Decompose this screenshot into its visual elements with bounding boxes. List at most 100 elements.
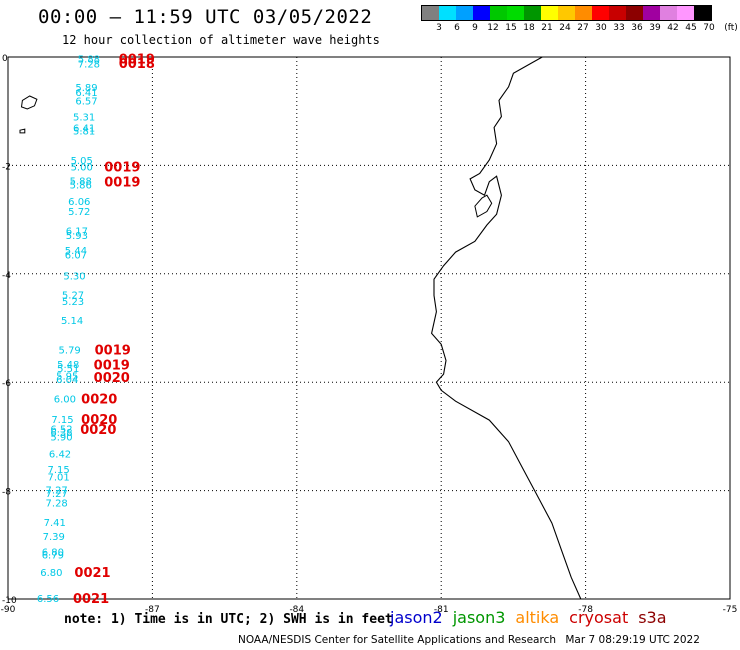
legend-swatch	[541, 6, 558, 20]
wave-height-label: 5.89	[75, 83, 97, 94]
legend-swatch	[456, 6, 473, 20]
pass-time-label: 0019	[104, 160, 140, 175]
longitude-label: -75	[723, 605, 738, 615]
legend-swatch	[592, 6, 609, 20]
wave-height-label: 6.07	[65, 250, 87, 261]
pass-time-label: 0020	[94, 371, 130, 386]
legend-swatch	[524, 6, 541, 20]
legend-tick-label: 18	[523, 23, 535, 33]
legend-tick-label: 15	[505, 23, 517, 33]
legend-swatch	[490, 6, 507, 20]
pass-time-label: 0020	[81, 413, 117, 428]
pass-time-label: 0020	[81, 392, 117, 407]
generated-timestamp: Mar 7 08:29:19 UTC 2022	[565, 634, 700, 646]
credit-text: NOAA/NESDIS Center for Satellite Applica…	[238, 634, 556, 646]
color-scale-legend: 3 6 9 12 15 18 21 24 27 30 33 36 39 42 45 70 (ft)	[421, 5, 738, 35]
wave-height-label: 5.95	[56, 372, 78, 383]
wave-height-label: 5.90	[50, 432, 72, 443]
wave-height-label: 5.88	[78, 55, 100, 66]
wave-height-label: 7.28	[46, 499, 68, 510]
legend-tick-label: 39	[649, 23, 661, 33]
wave-height-label: 6.06	[68, 197, 90, 208]
wave-height-label: 5.27	[62, 290, 84, 301]
legend-swatch	[558, 6, 575, 20]
satellite-name: altika	[515, 608, 560, 627]
wave-height-label: 6.41	[73, 123, 95, 134]
legend-swatch	[575, 6, 592, 20]
wave-height-label: 7.41	[44, 518, 66, 529]
wave-height-label: 5.48	[57, 360, 79, 371]
wave-height-label: 7.27	[46, 486, 68, 497]
legend-tick-label: 45	[685, 23, 697, 33]
longitude-label: -81	[434, 605, 449, 615]
wave-height-label: 6.00	[54, 394, 76, 405]
footer: NOAA/NESDIS Center for Satellite Applica…	[238, 634, 706, 646]
pass-time-label: 0021	[74, 566, 110, 581]
pass-time-labels: 0019001800190019001900190020002000200020…	[73, 53, 155, 607]
latitude-label: -10	[2, 596, 17, 606]
pass-time-label: 0019	[119, 53, 155, 68]
legend-swatch	[643, 6, 660, 20]
legend-swatch	[422, 6, 439, 20]
legend-tick-label: 36	[631, 23, 643, 33]
legend-tick-label: 9	[472, 23, 478, 33]
legend-color-boxes	[421, 5, 712, 21]
wave-height-label: 5.23	[62, 297, 84, 308]
wave-height-label: 5.81	[73, 127, 95, 138]
pass-time-label: 0019	[94, 358, 130, 373]
wave-height-label: 5.93	[66, 231, 88, 242]
latitude-label: -6	[2, 379, 11, 389]
lat-lon-grid	[7, 56, 731, 600]
legend-tick-label: 33	[613, 23, 625, 33]
wave-height-label: 6.04	[56, 375, 78, 386]
wave-height-label: 6.57	[75, 96, 97, 107]
wave-height-label: 5.05	[71, 156, 93, 167]
legend-tick-label: 6	[454, 23, 460, 33]
wave-height-label: 7.39	[43, 532, 65, 543]
wave-height-label: 5.44	[65, 246, 87, 257]
puna-island	[474, 194, 493, 218]
wave-height-label: 6.17	[66, 226, 88, 237]
wave-height-label: 7.15	[51, 415, 73, 426]
wave-height-label: 6.42	[49, 450, 71, 461]
legend-tick-label: 24	[559, 23, 571, 33]
legend-tick-label: 27	[577, 23, 589, 33]
wave-height-label: 5.30	[63, 271, 85, 282]
pass-time-label: 0020	[80, 423, 116, 438]
coastline	[19, 56, 582, 600]
wave-height-label: 5.51	[57, 364, 79, 375]
wave-height-label: 5.88	[70, 177, 92, 188]
legend-swatch	[439, 6, 456, 20]
pass-time-label: 0019	[104, 176, 140, 191]
satellite-name: cryosat	[569, 608, 629, 627]
legend-swatch	[473, 6, 490, 20]
satellite-name: jason3	[452, 608, 506, 627]
wave-height-label: 5.79	[59, 346, 81, 357]
latitude-labels: 0 -2 -4 -6 -8 -10	[2, 54, 17, 606]
wave-height-label: 5.86	[70, 180, 92, 191]
wave-height-label: 6.79	[42, 551, 64, 562]
legend-swatch	[507, 6, 524, 20]
legend-tick-label: 30	[595, 23, 607, 33]
longitude-label: -78	[578, 605, 593, 615]
legend-labels: 3 6 9 12 15 18 21 24 27 30 33 36 39 42 45 70 (ft)	[421, 21, 738, 35]
legend-swatch	[609, 6, 626, 20]
galapagos-islet	[19, 128, 26, 134]
legend-swatch	[626, 6, 643, 20]
wave-height-label: 5.00	[71, 162, 93, 173]
latitude-label: 0	[2, 54, 8, 64]
pass-time-label: 0021	[73, 592, 109, 607]
longitude-label: -90	[1, 605, 16, 615]
legend-swatch	[660, 6, 677, 20]
legend-tick-label: 3	[436, 23, 442, 33]
wave-height-label: 5.72	[68, 207, 90, 218]
wave-height-label: 6.80	[42, 547, 64, 558]
wave-height-label: 6.38	[50, 428, 72, 439]
satellite-name: s3a	[638, 608, 667, 627]
map-frame	[7, 56, 731, 600]
wave-height-label: 7.27	[46, 489, 68, 500]
galapagos-island	[20, 95, 38, 110]
map-subtitle: 12 hour collection of altimeter wave hei…	[62, 33, 380, 47]
latitude-label: -8	[2, 488, 11, 498]
